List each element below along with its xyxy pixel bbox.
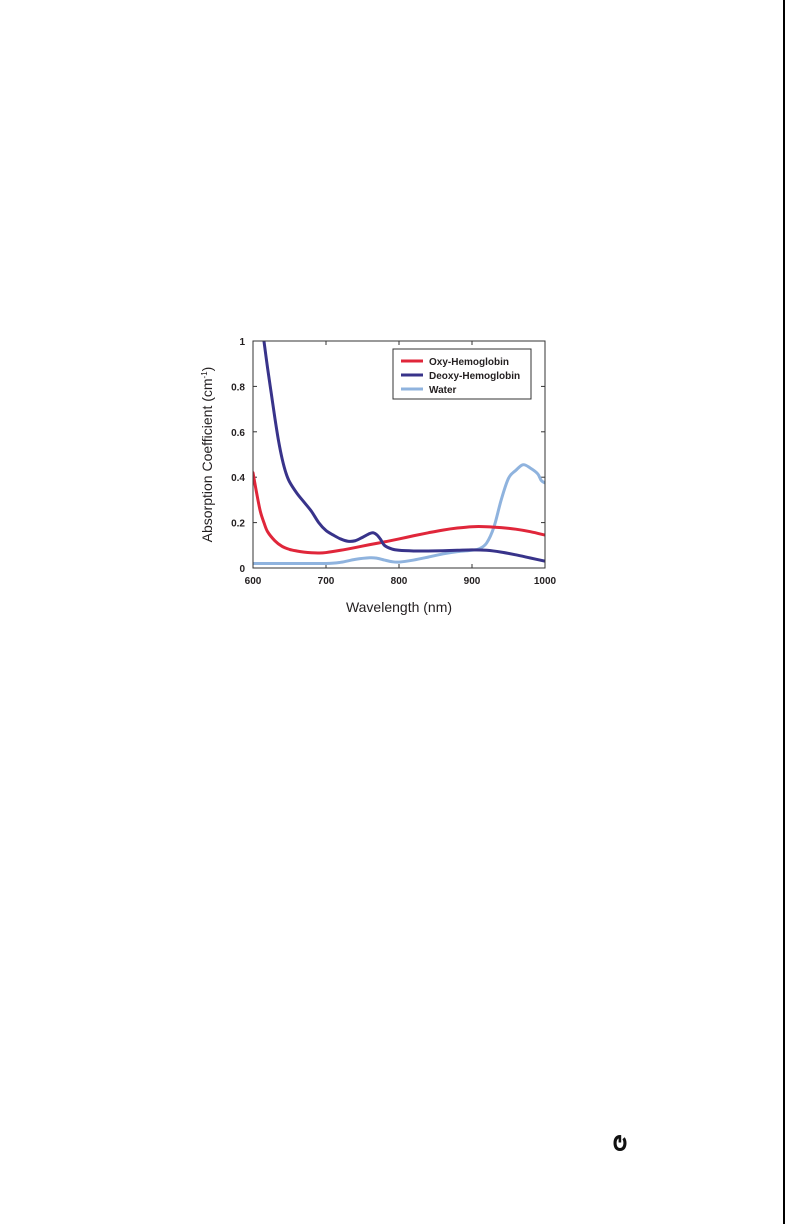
y-tick-label: 0 <box>239 564 245 575</box>
series-line-water <box>253 463 545 566</box>
y-axis-label-close: ) <box>199 367 215 372</box>
y-tick-label: 0.2 <box>231 519 245 530</box>
x-tick-label: 1000 <box>534 576 557 587</box>
page-margin-rule <box>783 0 785 1224</box>
plot-frame <box>252 340 546 569</box>
y-axis-label: Absorption Coefficient (cm-1) <box>199 367 215 543</box>
absorption-chart: 600 700 800 900 1000 0 0.2 0.4 0.6 0.8 1 Oxy-Hemog… <box>190 326 560 626</box>
legend-label-deoxy-hemoglobin: Deoxy-Hemoglobin <box>429 371 520 382</box>
legend-label-water: Water <box>429 385 457 396</box>
y-axis-label-superscript: -1 <box>200 371 209 379</box>
series-line-oxy-hemoglobin <box>253 471 545 555</box>
x-tick-label: 900 <box>464 576 481 587</box>
chart-legend: Oxy-Hemoglobin Deoxy-Hemoglobin Water <box>392 348 532 400</box>
x-tick-label: 800 <box>391 576 408 587</box>
x-tick-label: 600 <box>245 576 262 587</box>
series-line-deoxy-hemoglobin <box>262 341 545 563</box>
x-axis-label: Wavelength (nm) <box>346 599 452 615</box>
y-tick-label: 0.8 <box>231 382 245 393</box>
y-tick-label: 1 <box>239 337 245 348</box>
y-tick-label: 0.6 <box>231 428 245 439</box>
y-tick-label: 0.4 <box>231 473 245 484</box>
series-layer <box>253 341 545 566</box>
y-axis-label-main: Absorption Coefficient (cm <box>199 378 215 542</box>
logo-mark-icon <box>613 1135 627 1151</box>
x-tick-label: 700 <box>318 576 335 587</box>
chart-canvas: 600 700 800 900 1000 0 0.2 0.4 0.6 0.8 1 Oxy-Hemog… <box>199 337 557 615</box>
legend-label-oxy-hemoglobin: Oxy-Hemoglobin <box>429 357 509 368</box>
